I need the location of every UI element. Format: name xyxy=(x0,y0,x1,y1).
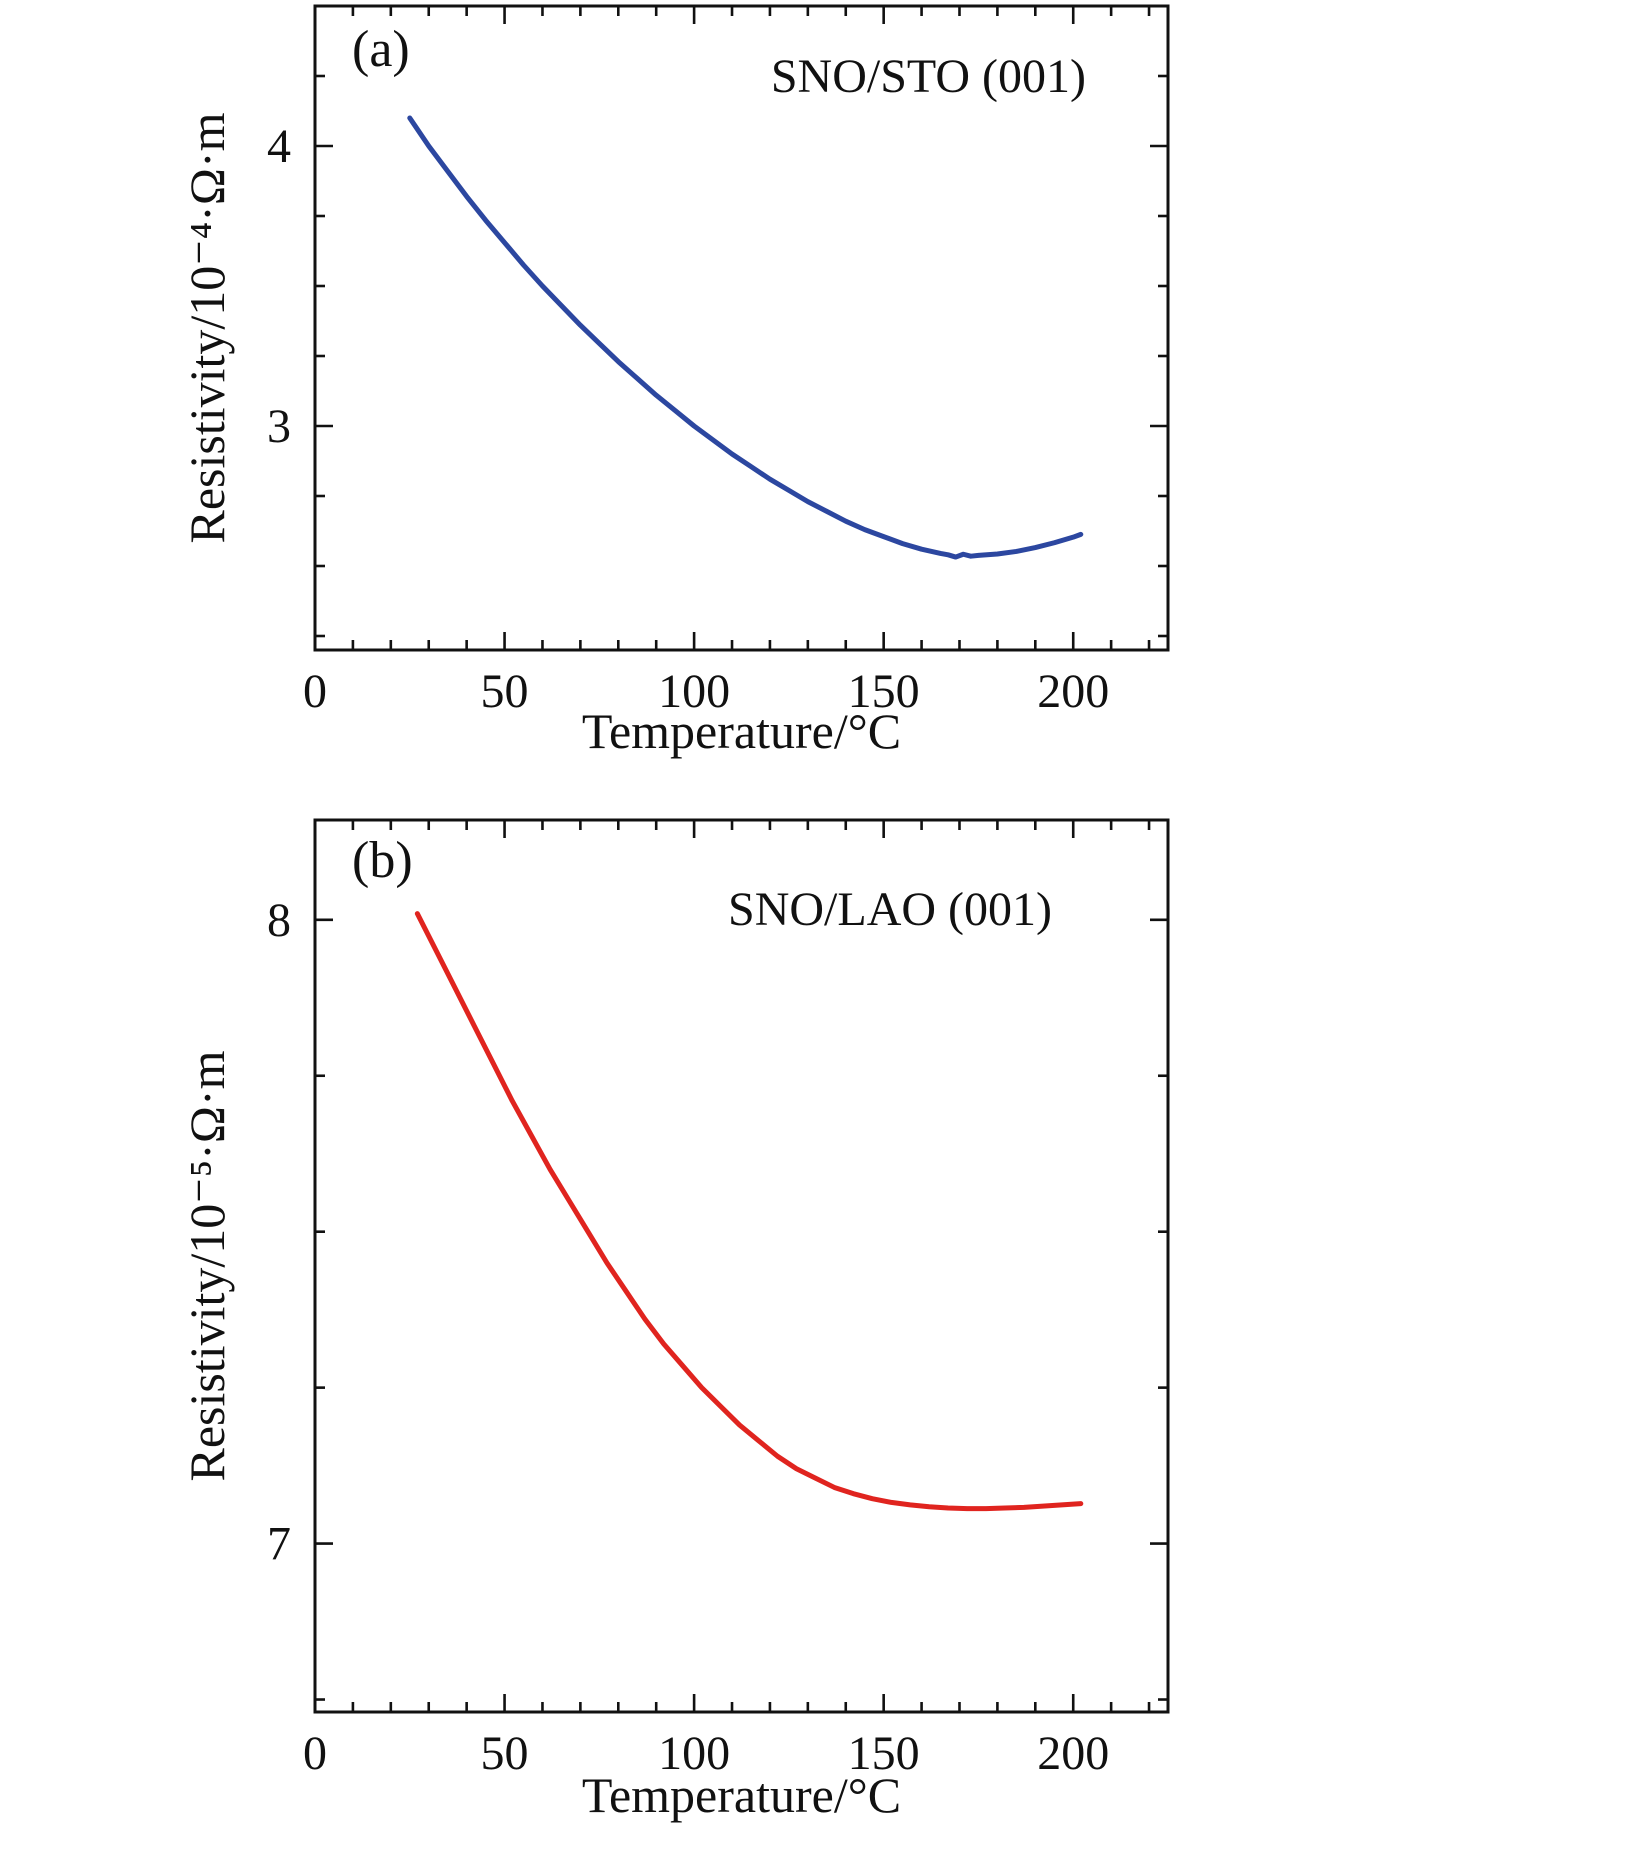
plot-area: 0 50 100 150 200 7 8 Temperature/°C Resistivity/… xyxy=(179,818,1170,1823)
x-tick-label: 50 xyxy=(481,1727,529,1780)
x-tick-label: 100 xyxy=(658,665,730,718)
series-line-b xyxy=(414,911,1084,1512)
chart-panel-a: 0 50 100 150 200 3 4 Temperature/°C Resistivity/… xyxy=(179,4,1170,759)
panel-label: (a) xyxy=(352,21,410,78)
y-tick-label: 4 xyxy=(267,120,291,173)
plot-frame xyxy=(313,4,1170,652)
x-axis-label: Temperature/°C xyxy=(582,1767,901,1823)
y-tick-label: 8 xyxy=(267,894,291,947)
plot-area: 0 50 100 150 200 3 4 Temperature/°C Resistivity/… xyxy=(179,4,1170,759)
panel-label: (b) xyxy=(352,832,413,889)
x-tick-label: 100 xyxy=(658,1727,730,1780)
x-tick-label: 0 xyxy=(303,665,327,718)
y-tick-label: 3 xyxy=(267,400,291,453)
legend-label: SNO/LAO (001) xyxy=(728,883,1052,936)
y-axis-label: Resistivity/10⁻⁴·Ω·m xyxy=(179,112,235,543)
x-tick-label: 0 xyxy=(303,1727,327,1780)
x-tick-label: 150 xyxy=(848,665,920,718)
y-tick-label: 7 xyxy=(267,1518,291,1571)
series-line-a xyxy=(407,115,1084,560)
x-tick-label: 200 xyxy=(1037,1727,1109,1780)
x-tick-label: 150 xyxy=(848,1727,920,1780)
y-axis-label: Resistivity/10⁻⁵·Ω·m xyxy=(179,1050,235,1481)
x-axis-label: Temperature/°C xyxy=(582,703,901,759)
x-tick-label: 50 xyxy=(481,665,529,718)
chart-panel-b: 0 50 100 150 200 7 8 Temperature/°C Resistivity/… xyxy=(179,818,1170,1823)
legend-label: SNO/STO (001) xyxy=(771,50,1086,103)
x-tick-label: 200 xyxy=(1037,665,1109,718)
plot-frame xyxy=(313,818,1170,1714)
